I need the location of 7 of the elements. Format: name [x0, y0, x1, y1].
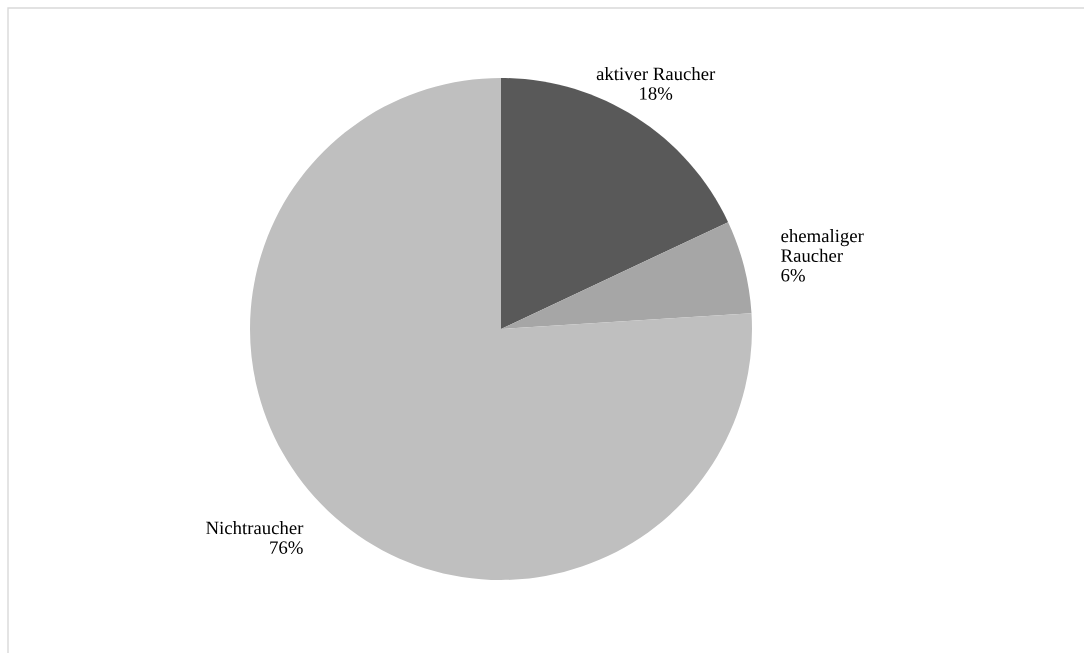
- slice-label: aktiver Raucher: [596, 66, 716, 81]
- data-label: 6%: [781, 268, 805, 282]
- slice-label: ehemaliger Raucher: [781, 229, 864, 262]
- data-label: 18%: [640, 87, 673, 100]
- slice-label: Nichtraucher: [206, 521, 304, 535]
- data-label: 76%: [270, 541, 303, 554]
- pie-slice: [501, 222, 752, 329]
